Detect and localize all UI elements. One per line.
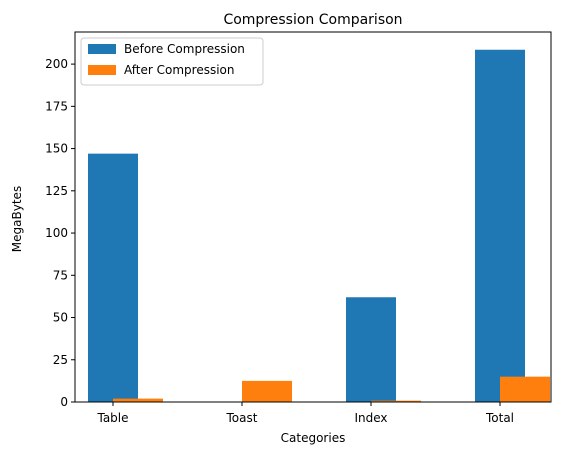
legend-swatch	[88, 44, 116, 54]
y-tick-label: 175	[45, 99, 68, 113]
y-tick-label: 200	[45, 57, 68, 71]
bar-after-index	[371, 400, 421, 402]
legend-label: After Compression	[124, 63, 235, 77]
x-tick-label-index: Index	[354, 411, 387, 425]
bar-before-table	[88, 153, 138, 402]
bar-before-index	[346, 297, 396, 402]
chart-title: Compression Comparison	[223, 12, 402, 28]
legend-box	[80, 37, 264, 86]
x-tick-label-toast: Toast	[226, 411, 258, 425]
bar-after-total	[500, 376, 550, 402]
y-axis-label: MegaBytes	[10, 186, 24, 252]
bar-after-toast	[242, 380, 292, 402]
y-tick-label: 100	[45, 226, 68, 240]
x-tick-label-total: Total	[485, 411, 514, 425]
bar-after-table	[113, 398, 163, 402]
y-tick-label: 50	[53, 311, 68, 325]
y-tick-label: 0	[60, 395, 68, 409]
x-axis-label: Categories	[281, 431, 346, 445]
x-tick-label-table: Table	[96, 411, 128, 425]
y-tick-label: 25	[53, 353, 68, 367]
y-tick-label: 150	[45, 142, 68, 156]
legend-swatch	[88, 65, 116, 75]
y-tick-label: 75	[53, 268, 68, 282]
legend: Before Compression After Compression	[80, 37, 264, 86]
legend-label: Before Compression	[124, 42, 245, 56]
bars	[88, 49, 550, 403]
y-tick-label: 125	[45, 184, 68, 198]
plot-frame	[74, 31, 552, 403]
bar-before-total	[475, 49, 525, 403]
x-axis: Table Toast Index Total	[96, 402, 514, 425]
y-axis: 0 25 50 75 100 125 150 175 200	[45, 57, 75, 409]
